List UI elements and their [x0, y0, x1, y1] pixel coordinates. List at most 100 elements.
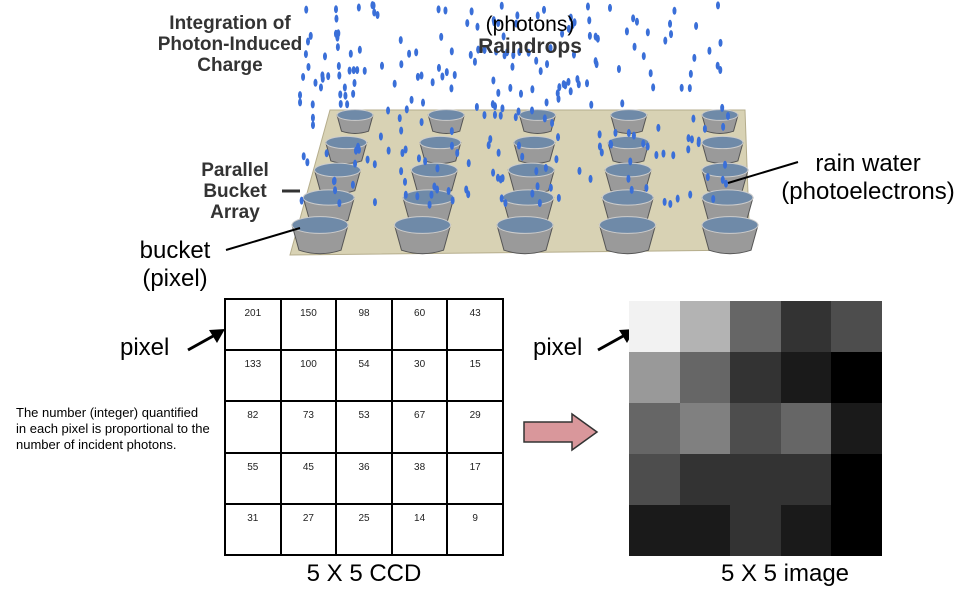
raindrop — [392, 79, 397, 88]
raindrop — [726, 111, 731, 120]
raindrop — [550, 119, 555, 128]
raindrop — [662, 197, 667, 206]
raindrop — [345, 100, 350, 109]
raindrop — [585, 2, 590, 11]
raindrop — [320, 71, 325, 80]
raindrop — [352, 79, 357, 88]
raindrop — [403, 145, 408, 154]
raindrop — [475, 22, 480, 31]
raindrop — [399, 126, 404, 135]
raindrop — [597, 142, 602, 151]
ccd-cell: 73 — [279, 400, 338, 454]
parallel-bucket-array-label: Parallel Bucket Array — [185, 160, 285, 223]
raindrop — [490, 100, 495, 109]
raindrop — [641, 139, 646, 148]
raindrop — [543, 163, 548, 172]
raindrop — [534, 167, 539, 176]
image-pixel — [679, 352, 731, 403]
raindrop — [476, 45, 481, 54]
raindrop — [398, 36, 403, 45]
image-pixel — [730, 403, 781, 454]
raindrop — [496, 148, 501, 157]
raindrop — [313, 78, 318, 87]
ccd-caption: 5 X 5 CCD — [306, 560, 422, 587]
raindrop — [648, 69, 653, 78]
ccd-cell: 38 — [390, 451, 449, 505]
raindrop — [616, 64, 621, 73]
raindrop — [694, 21, 699, 30]
raindrop — [304, 5, 309, 14]
raindrop — [688, 190, 693, 199]
raindrop — [723, 160, 728, 169]
raindrop — [629, 185, 634, 194]
raindrop — [515, 11, 520, 20]
bucket-icon — [513, 135, 556, 165]
raindrop — [711, 194, 716, 203]
bucket-icon — [336, 109, 374, 134]
raindrop — [303, 50, 308, 59]
raindrop — [535, 11, 540, 20]
raindrop — [723, 179, 728, 188]
raindrop — [378, 132, 383, 141]
raindrop — [645, 28, 650, 37]
raindrop — [488, 135, 493, 144]
raindrop — [353, 159, 358, 168]
raindrop — [397, 114, 402, 123]
raindrop — [435, 185, 440, 194]
ccd-cell: 82 — [224, 400, 282, 454]
raindrop — [372, 8, 377, 17]
description-text: The number (integer) quantified in each … — [16, 405, 210, 452]
raindrop — [686, 145, 691, 154]
bucket-icon — [701, 109, 739, 134]
raindrop — [556, 94, 561, 103]
raindrop — [355, 66, 360, 75]
bucket-icon — [496, 216, 554, 255]
raindrop — [544, 98, 549, 107]
raindrop — [482, 45, 487, 54]
raindrop — [641, 52, 646, 61]
raindrop — [494, 47, 499, 56]
bucket-icon — [313, 162, 362, 195]
raindrop — [351, 66, 356, 75]
raindrop — [675, 194, 680, 203]
raindrop — [534, 56, 539, 65]
conversion-arrow-icon — [523, 412, 599, 452]
raindrops-text: Raindrops — [478, 35, 582, 58]
raindrop — [337, 199, 342, 208]
raindrop — [669, 30, 674, 39]
raindrop — [661, 149, 666, 158]
raindrop — [499, 1, 504, 10]
raindrop — [372, 198, 377, 207]
raindrop — [324, 149, 329, 158]
raindrop — [686, 134, 691, 143]
raindrop — [631, 14, 636, 23]
raindrop — [634, 17, 639, 26]
raindrop — [331, 177, 336, 186]
bucket-icon — [325, 135, 368, 165]
raindrop — [338, 99, 343, 108]
raindrop — [613, 128, 618, 137]
ccd-cell: 25 — [335, 502, 393, 557]
ccd-cell: 31 — [224, 502, 282, 557]
raindrop — [379, 61, 384, 70]
image-grid — [629, 301, 882, 556]
raindrop — [449, 127, 454, 136]
raindrop — [707, 46, 712, 55]
parallel-line-2: Bucket — [203, 181, 267, 202]
raindrop — [416, 154, 421, 163]
raindrop — [500, 174, 505, 183]
raindrop — [474, 102, 479, 111]
ccd-cell: 54 — [335, 349, 393, 403]
raindrop — [538, 67, 543, 76]
raindrop — [372, 160, 377, 169]
image-pixel — [780, 352, 832, 403]
raindrop — [435, 164, 440, 173]
raindrop — [407, 49, 412, 58]
raindrop — [589, 100, 594, 109]
raindrop — [322, 52, 327, 61]
raindrop — [310, 100, 315, 109]
raindrop — [628, 157, 633, 166]
image-pixel — [730, 301, 781, 352]
raindrop — [530, 189, 535, 198]
raindrop — [626, 174, 631, 183]
